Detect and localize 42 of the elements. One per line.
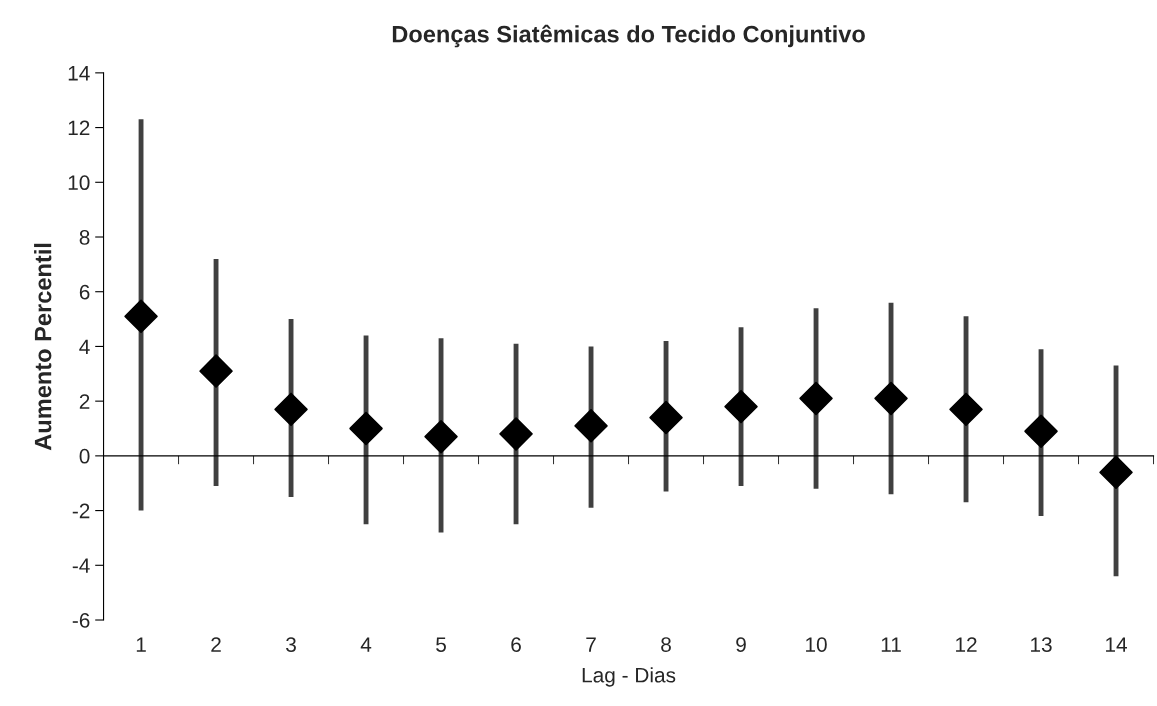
y-tick-label: -4 xyxy=(72,558,90,573)
x-tick-label: 14 xyxy=(1106,637,1128,652)
x-tick-label: 12 xyxy=(956,637,977,652)
point xyxy=(1024,414,1058,448)
point xyxy=(124,299,158,334)
y-tick-label: 10 xyxy=(68,175,90,191)
x-tick-label: 13 xyxy=(1031,637,1052,652)
y-tick-label: 6 xyxy=(79,284,90,300)
point xyxy=(274,392,308,427)
x-tick-label: 1 xyxy=(136,637,146,652)
x-tick-label: 11 xyxy=(881,637,901,652)
point xyxy=(874,381,908,416)
x-tick-label: 8 xyxy=(661,637,671,652)
x-axis-title: Lag - Dias xyxy=(582,667,676,687)
x-tick-label: 7 xyxy=(586,637,596,652)
y-tick-label: 2 xyxy=(79,394,90,409)
point xyxy=(574,409,608,443)
point xyxy=(724,389,758,424)
x-tick-label: 4 xyxy=(360,637,372,652)
x-tick-label: 2 xyxy=(211,637,221,652)
y-tick-label: 14 xyxy=(68,66,90,81)
y-tick-label: -6 xyxy=(72,613,90,628)
x-tick-label: 3 xyxy=(286,637,296,652)
point xyxy=(949,392,983,427)
point xyxy=(649,400,683,435)
y-tick-label: 8 xyxy=(79,230,90,245)
y-axis-title: Aumento Percentil xyxy=(34,243,52,451)
point xyxy=(499,417,533,451)
point xyxy=(799,381,833,416)
point xyxy=(1099,455,1133,490)
y-tick-label: 4 xyxy=(79,339,90,354)
point xyxy=(424,419,458,454)
x-tick-label: 5 xyxy=(436,637,446,652)
x-tick-label: 10 xyxy=(806,637,827,652)
point xyxy=(349,411,383,446)
y-tick-label: -2 xyxy=(72,503,90,519)
x-tick-label: 6 xyxy=(511,637,521,652)
point xyxy=(199,354,233,388)
x-tick-label: 9 xyxy=(736,637,746,652)
y-tick-label: 12 xyxy=(68,120,90,136)
chart-title: Doenças Siatêmicas do Tecido Conjuntivo xyxy=(392,24,865,48)
y-tick-label: 0 xyxy=(79,448,90,464)
